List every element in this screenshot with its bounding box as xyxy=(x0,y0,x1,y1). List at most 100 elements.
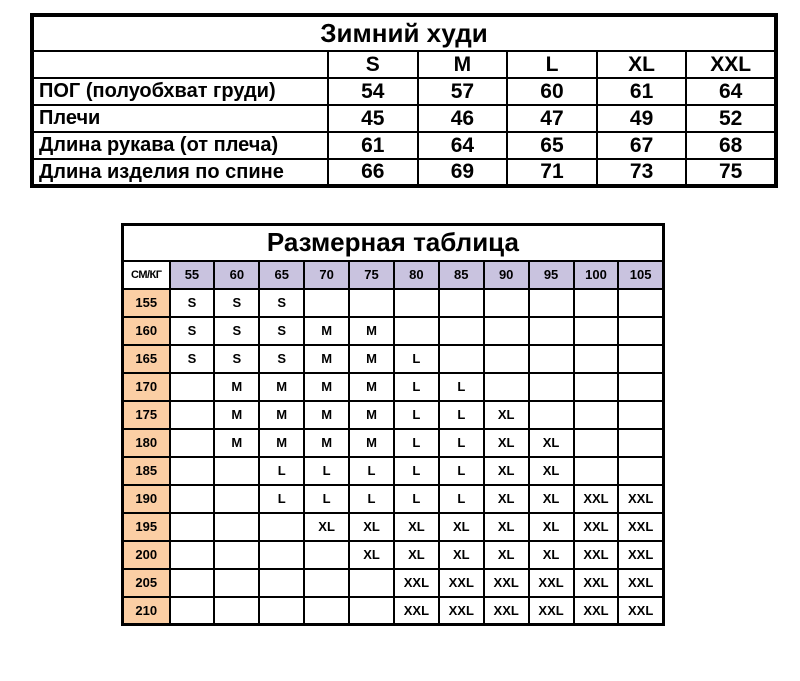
size-recommendation-cell: L xyxy=(348,455,395,486)
size-matrix-title: Размерная таблица xyxy=(121,223,665,262)
size-recommendation-cell: XL xyxy=(392,511,440,542)
size-recommendation-cell: S xyxy=(213,343,261,374)
size-matrix-body: Размерная таблица СМ/КГ 55 60 65 70 75 80 85 90… xyxy=(121,223,665,626)
measurement-value: 57 xyxy=(416,77,509,106)
size-recommendation-cell: L xyxy=(392,455,440,486)
measurement-value: 49 xyxy=(595,104,688,133)
size-recommendation-cell: L xyxy=(348,483,395,514)
matrix-row: 200 XL XL XL XL XL XXL XXL xyxy=(121,539,665,570)
matrix-row: 155 S S S xyxy=(121,287,665,318)
measurement-value: 65 xyxy=(506,131,598,160)
measurement-row: ПОГ (полуобхват груди) 54 57 60 61 64 xyxy=(31,77,777,106)
empty-cell xyxy=(617,343,665,374)
size-recommendation-cell: XL xyxy=(482,511,530,542)
empty-cell xyxy=(527,371,575,402)
size-recommendation-cell: XL xyxy=(527,427,575,458)
empty-cell xyxy=(303,287,351,318)
measurement-value: 67 xyxy=(595,131,688,160)
size-recommendation-cell: XL xyxy=(482,427,530,458)
hoodie-size-table: Зимний худи S M L XL XXL ПОГ (полуобхват гру… xyxy=(30,13,778,188)
empty-cell xyxy=(348,567,395,598)
weight-header-cell: 55 xyxy=(168,259,216,290)
size-recommendation-cell: XXL xyxy=(572,567,620,598)
hoodie-size-header-row: S M L XL XXL xyxy=(31,50,777,79)
weight-header-row: СМ/КГ 55 60 65 70 75 80 85 90 95 100 105 xyxy=(121,259,665,290)
size-recommendation-cell: M xyxy=(303,315,351,346)
size-recommendation-cell: XL xyxy=(348,511,395,542)
size-recommendation-cell: XL xyxy=(527,511,575,542)
size-recommendation-cell: XXL xyxy=(392,567,440,598)
size-matrix-title-row: Размерная таблица xyxy=(121,223,665,262)
size-recommendation-cell: XL xyxy=(437,511,485,542)
empty-cell xyxy=(213,567,261,598)
size-recommendation-cell: M xyxy=(213,399,261,430)
empty-cell xyxy=(392,315,440,346)
empty-cell xyxy=(572,455,620,486)
empty-cell xyxy=(213,595,261,626)
size-header-cell: L xyxy=(506,50,598,79)
size-recommendation-cell: L xyxy=(392,399,440,430)
size-recommendation-cell: L xyxy=(303,455,351,486)
size-recommendation-cell: S xyxy=(213,287,261,318)
empty-cell xyxy=(617,455,665,486)
size-recommendation-cell: L xyxy=(392,371,440,402)
size-recommendation-cell: XXL xyxy=(572,539,620,570)
measurement-row: Плечи 45 46 47 49 52 xyxy=(31,104,777,133)
empty-cell xyxy=(348,287,395,318)
size-recommendation-cell: S xyxy=(168,287,216,318)
height-header-cell: 210 xyxy=(121,595,171,626)
empty-cell xyxy=(258,567,306,598)
empty-cell xyxy=(258,539,306,570)
matrix-row: 180 M M M M L L XL XL xyxy=(121,427,665,458)
empty-cell xyxy=(572,287,620,318)
empty-cell xyxy=(168,371,216,402)
size-recommendation-cell: L xyxy=(303,483,351,514)
measurement-value: 61 xyxy=(595,77,688,106)
size-recommendation-cell: XL xyxy=(303,511,351,542)
size-recommendation-cell: M xyxy=(303,343,351,374)
empty-cell xyxy=(617,427,665,458)
empty-cell xyxy=(303,539,351,570)
weight-header-cell: 95 xyxy=(527,259,575,290)
size-recommendation-cell: S xyxy=(168,315,216,346)
matrix-row: 170 M M M M L L xyxy=(121,371,665,402)
height-header-cell: 175 xyxy=(121,399,171,430)
size-recommendation-cell: XL xyxy=(527,539,575,570)
size-recommendation-cell: S xyxy=(168,343,216,374)
size-recommendation-cell: L xyxy=(392,483,440,514)
empty-cell xyxy=(527,343,575,374)
size-recommendation-cell: XL xyxy=(437,539,485,570)
empty-cell xyxy=(617,315,665,346)
measurement-value: 69 xyxy=(416,158,509,187)
empty-cell xyxy=(572,399,620,430)
empty-cell xyxy=(168,455,216,486)
height-header-cell: 185 xyxy=(121,455,171,486)
hoodie-table-title: Зимний худи xyxy=(31,14,777,52)
size-recommendation-cell: M xyxy=(348,427,395,458)
size-recommendation-cell: M xyxy=(303,399,351,430)
empty-cell xyxy=(303,567,351,598)
height-header-cell: 170 xyxy=(121,371,171,402)
empty-cell xyxy=(168,399,216,430)
size-recommendation-cell: XXL xyxy=(617,567,665,598)
size-recommendation-cell: XXL xyxy=(572,511,620,542)
measurement-value: 60 xyxy=(506,77,598,106)
size-recommendation-cell: M xyxy=(213,427,261,458)
empty-cell xyxy=(258,511,306,542)
empty-cell xyxy=(617,399,665,430)
size-recommendation-cell: XXL xyxy=(482,567,530,598)
matrix-row: 175 M M M M L L XL xyxy=(121,399,665,430)
size-recommendation-cell: XL xyxy=(482,399,530,430)
empty-cell xyxy=(392,287,440,318)
size-recommendation-cell: S xyxy=(258,343,306,374)
size-recommendation-cell: L xyxy=(258,483,306,514)
measurement-value: 52 xyxy=(685,104,777,133)
empty-cell xyxy=(213,539,261,570)
size-recommendation-cell: L xyxy=(437,483,485,514)
size-recommendation-cell: XL xyxy=(482,539,530,570)
empty-cell xyxy=(527,399,575,430)
empty-cell xyxy=(213,483,261,514)
size-recommendation-cell: L xyxy=(437,399,485,430)
measurement-value: 64 xyxy=(416,131,509,160)
empty-cell xyxy=(168,511,216,542)
